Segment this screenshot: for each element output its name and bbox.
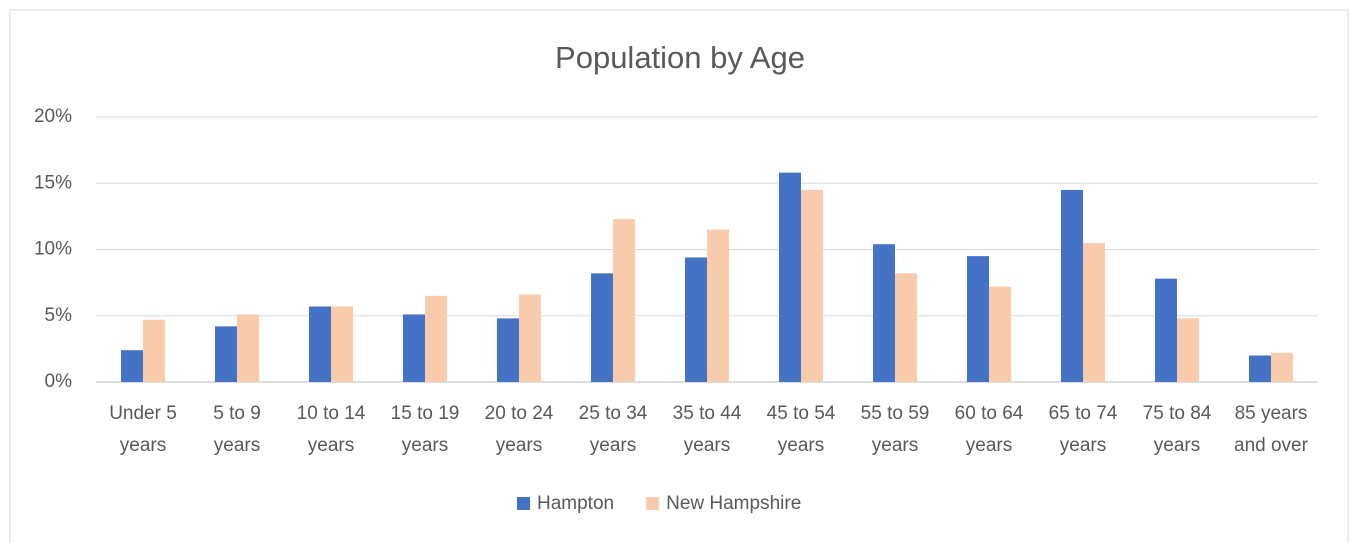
- y-tick-label: 20%: [34, 106, 72, 127]
- bar: [1061, 189, 1083, 382]
- bar: [895, 273, 917, 382]
- bar: [707, 229, 729, 382]
- bar: [1271, 352, 1293, 382]
- bar: [989, 286, 1011, 382]
- bar: [685, 257, 707, 382]
- x-tick-label: 45 to 54 years: [767, 403, 836, 456]
- x-tick-label: 55 to 59 years: [861, 403, 930, 456]
- bar: [237, 314, 259, 382]
- bar: [143, 319, 165, 382]
- bar: [801, 189, 823, 382]
- x-tick-label: 60 to 64 years: [955, 403, 1024, 456]
- bar: [1155, 278, 1177, 382]
- x-tick-label: 75 to 84 years: [1143, 403, 1212, 456]
- bar: [1249, 355, 1271, 382]
- bar: [779, 172, 801, 382]
- x-tick-label: 25 to 34 years: [579, 403, 648, 456]
- legend-label: Hampton: [537, 493, 614, 514]
- bar: [1083, 242, 1105, 382]
- bar: [497, 318, 519, 382]
- legend-label: New Hampshire: [666, 493, 801, 514]
- x-tick-label: 5 to 9 years: [213, 403, 261, 456]
- bar: [121, 350, 143, 382]
- bar: [331, 306, 353, 382]
- y-tick-label: 15%: [34, 172, 72, 193]
- chart-title: Population by Age: [555, 40, 805, 75]
- bar: [309, 306, 331, 382]
- bar: [403, 314, 425, 382]
- legend-swatch: [517, 497, 530, 510]
- bar: [613, 219, 635, 382]
- x-tick-label: Under 5 years: [109, 403, 177, 456]
- y-tick-label: 5%: [45, 305, 73, 326]
- chart-border: [9, 9, 1349, 543]
- bar: [215, 326, 237, 382]
- bar: [591, 273, 613, 382]
- bar: [1177, 318, 1199, 382]
- x-tick-label: 10 to 14 years: [297, 403, 366, 456]
- x-tick-label: 20 to 24 years: [485, 403, 554, 456]
- x-tick-label: 85 years and over: [1234, 403, 1309, 456]
- bar: [519, 294, 541, 382]
- y-tick-label: 10%: [34, 239, 72, 260]
- x-tick-label: 65 to 74 years: [1049, 403, 1118, 456]
- x-tick-label: 35 to 44 years: [673, 403, 742, 456]
- bar: [873, 244, 895, 382]
- bar: [967, 256, 989, 382]
- y-tick-label: 0%: [45, 371, 73, 392]
- x-tick-label: 15 to 19 years: [391, 403, 460, 456]
- legend-swatch: [646, 497, 660, 510]
- bar: [425, 295, 447, 382]
